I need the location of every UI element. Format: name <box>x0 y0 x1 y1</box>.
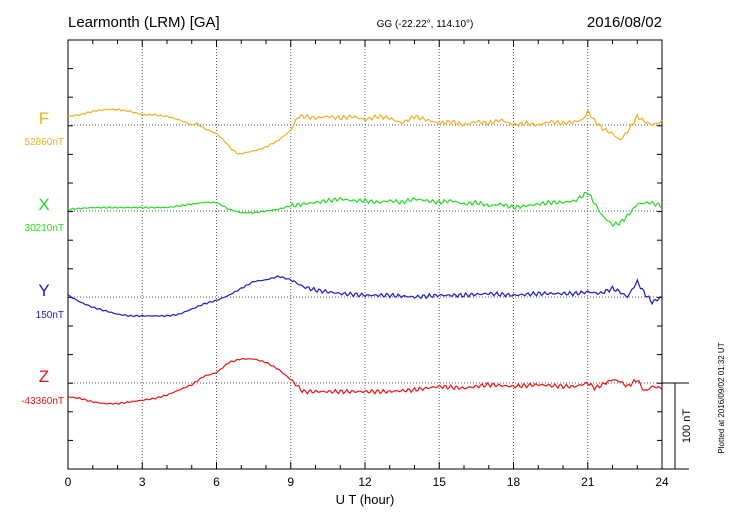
series-line-Y <box>67 275 663 318</box>
x-tick-label-18: 18 <box>507 475 521 489</box>
baseline-grid <box>68 124 662 384</box>
vertical-grid <box>141 40 589 469</box>
plotted-at-note: Plotted at 2016/09/02 01:32 UT <box>717 342 726 453</box>
scale-bar-label: 100 nT <box>681 409 693 444</box>
series-baseline-Z: -43360nT <box>21 396 64 407</box>
series-name-Y: Y <box>38 281 49 300</box>
series-name-F: F <box>39 109 49 128</box>
series-labels: F 52860nT X 30210nT Y 150nT Z -43360nT <box>21 109 64 407</box>
x-tick-label-0: 0 <box>65 475 72 489</box>
series-name-Z: Z <box>39 367 49 386</box>
series-line-Z <box>67 357 663 405</box>
x-tick-label-3: 3 <box>139 475 146 489</box>
series-line-F <box>67 108 663 155</box>
series-lines <box>67 108 663 405</box>
x-tick-labels: 0 3 6 9 12 15 18 21 24 <box>65 475 669 489</box>
x-tick-label-12: 12 <box>358 475 372 489</box>
series-baseline-Y: 150nT <box>36 310 64 321</box>
x-tick-label-21: 21 <box>581 475 595 489</box>
series-baseline-F: 52860nT <box>25 137 64 148</box>
x-tick-label-6: 6 <box>213 475 220 489</box>
date-label: 2016/08/02 <box>587 14 662 31</box>
x-tick-label-15: 15 <box>433 475 447 489</box>
coordinates-label: GG (-22.22°, 114.10°) <box>377 19 474 30</box>
series-name-X: X <box>38 195 49 214</box>
x-axis-label: U T (hour) <box>336 492 395 507</box>
station-title: Learmonth (LRM) [GA] <box>68 14 220 31</box>
scale-bar: 100 nT <box>662 382 693 470</box>
x-tick-label-24: 24 <box>655 475 669 489</box>
series-line-X <box>67 191 663 228</box>
x-tick-label-9: 9 <box>287 475 294 489</box>
series-baseline-X: 30210nT <box>25 223 64 234</box>
plot-frame <box>67 39 663 470</box>
axis-ticks <box>67 39 663 469</box>
